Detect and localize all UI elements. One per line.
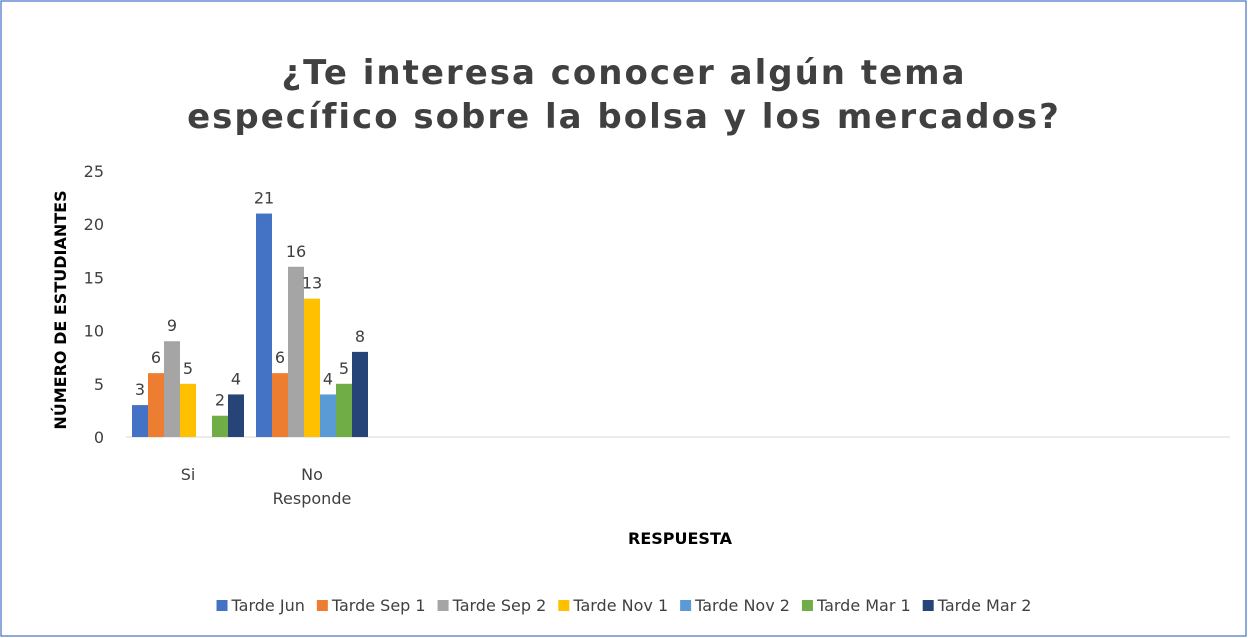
legend-label: Tarde Nov 2 [694,596,790,615]
bar [288,266,304,437]
y-axis-label: NÚMERO DE ESTUDIANTES [51,190,70,429]
y-tick-label: 20 [84,215,104,234]
bar [272,373,288,437]
bar [212,415,228,437]
data-label: 21 [254,189,274,208]
legend-swatch [801,600,813,611]
data-label: 4 [231,369,241,388]
bar [228,394,244,437]
bar [256,213,272,437]
legend-swatch [216,600,228,611]
data-label: 3 [135,380,145,399]
bar [164,341,180,437]
x-tick-label: Si [181,465,196,484]
y-tick-label: 10 [84,322,104,341]
legend-label: Tarde Jun [231,596,305,615]
data-label: 16 [286,242,306,261]
data-label: 2 [215,391,225,410]
y-tick-label: 25 [84,162,104,181]
bar [148,373,164,437]
legend: Tarde Jun Tarde Sep 1 Tarde Sep 2 Tarde Nov… [216,596,1032,615]
bar [352,351,368,437]
data-label: 13 [302,274,322,293]
legend-swatch [316,600,328,611]
data-label: 6 [151,348,161,367]
bar [336,383,352,437]
x-axis-label: RESPUESTA [628,529,733,548]
legend-swatch [680,600,692,611]
data-label: 5 [339,359,349,378]
bar [180,383,196,437]
y-tick-label: 15 [84,268,104,287]
legend-label: Tarde Mar 1 [816,596,911,615]
legend-label: Tarde Nov 1 [572,596,668,615]
legend-swatch [558,600,570,611]
legend-swatch [922,600,934,611]
y-tick-label: 0 [94,428,104,447]
x-tick-label: No Responde [273,465,352,508]
legend-label: Tarde Sep 1 [331,596,426,615]
data-label: 4 [323,369,333,388]
data-label: 8 [355,327,365,346]
data-label: 6 [275,348,285,367]
legend-swatch [437,600,449,611]
bar [320,394,336,437]
y-tick-label: 5 [94,375,104,394]
chart-title: ¿Te interesa conocer algún tema específic… [187,53,1061,137]
legend-label: Tarde Sep 2 [452,596,547,615]
data-label: 9 [167,316,177,335]
bar [304,298,320,437]
legend-label: Tarde Mar 2 [937,596,1032,615]
data-label: 5 [183,359,193,378]
bar [132,405,148,437]
